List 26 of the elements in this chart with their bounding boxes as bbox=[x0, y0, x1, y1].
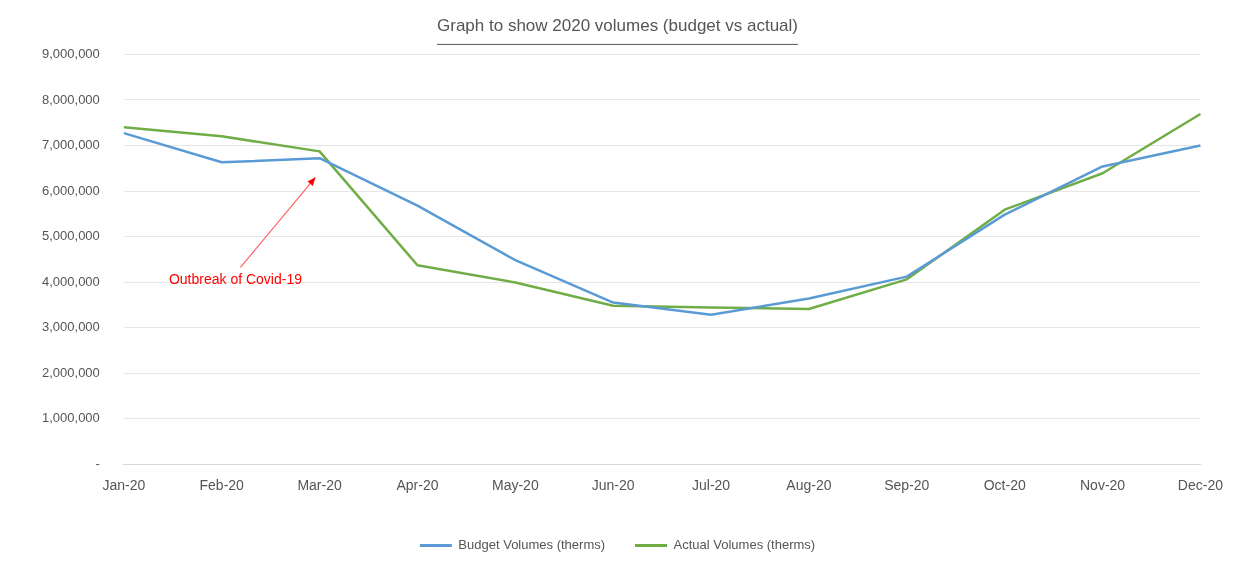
y-tick-label: 3,000,000 bbox=[41, 319, 100, 335]
x-tick-label: Mar-20 bbox=[297, 477, 342, 494]
y-tick-label: 5,000,000 bbox=[41, 228, 100, 244]
y-tick-label: 7,000,000 bbox=[41, 137, 100, 153]
x-tick-label: Sep-20 bbox=[884, 477, 930, 494]
x-tick-label: Oct-20 bbox=[983, 477, 1026, 494]
x-tick-label: Nov-20 bbox=[1079, 477, 1126, 494]
y-tick-label: 6,000,000 bbox=[41, 182, 100, 198]
y-tick-label: 4,000,000 bbox=[41, 273, 100, 289]
x-tick-label: Apr-20 bbox=[396, 477, 439, 494]
y-tick-label: 8,000,000 bbox=[41, 91, 100, 107]
y-tick-label: 9,000,000 bbox=[41, 45, 100, 61]
y-tick-label: 1,000,000 bbox=[41, 410, 100, 426]
x-tick-label: May-20 bbox=[491, 477, 539, 494]
legend-label: Actual Volumes (therms) bbox=[673, 537, 816, 553]
y-tick-label: - bbox=[95, 455, 100, 471]
x-tick-label: Aug-20 bbox=[786, 477, 832, 494]
x-tick-label: Feb-20 bbox=[199, 477, 245, 494]
x-tick-label: Jun-20 bbox=[591, 477, 635, 494]
chart-title: Graph to show 2020 volumes (budget vs actual) bbox=[437, 15, 798, 35]
x-tick-label: Jul-20 bbox=[692, 477, 731, 494]
x-tick-label: Dec-20 bbox=[1177, 477, 1224, 494]
x-tick-label: Jan-20 bbox=[102, 477, 146, 494]
y-tick-label: 2,000,000 bbox=[41, 364, 100, 380]
legend-label: Budget Volumes (therms) bbox=[458, 537, 606, 553]
annotation: Outbreak of Covid-19 bbox=[168, 271, 303, 288]
